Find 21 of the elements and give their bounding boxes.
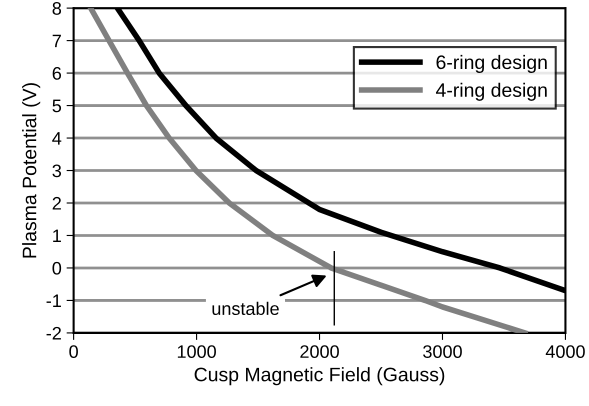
y-tick-label: -1: [46, 294, 61, 307]
x-tick-label: 4000: [546, 345, 585, 358]
y-tick-label: 2: [52, 196, 61, 210]
y-tick-label: 8: [52, 2, 62, 15]
y-tick-label: 3: [52, 164, 62, 178]
y-tick-label: 6: [52, 67, 62, 80]
y-tick-label: 4: [52, 132, 62, 145]
legend-label: 6-ring design: [436, 54, 547, 73]
annotation: unstable: [212, 302, 279, 316]
y-axis-title: Plasma Potential (V): [22, 83, 40, 258]
x-tick-label: 0: [69, 345, 78, 358]
y-tick-label: 0: [52, 262, 62, 275]
legend-label: 4-ring design: [436, 82, 547, 101]
x-tick-label: 2000: [300, 345, 339, 358]
y-tick-label: 1: [53, 230, 61, 242]
y-tick-label: 5: [52, 100, 62, 112]
y-tick-label: -2: [46, 326, 61, 340]
x-axis-title: Cusp Magnetic Field (Gauss): [194, 367, 444, 386]
x-tick-label: 1000: [178, 345, 216, 358]
y-tick-label: 7: [52, 34, 61, 48]
x-tick-label: 3000: [423, 345, 462, 358]
